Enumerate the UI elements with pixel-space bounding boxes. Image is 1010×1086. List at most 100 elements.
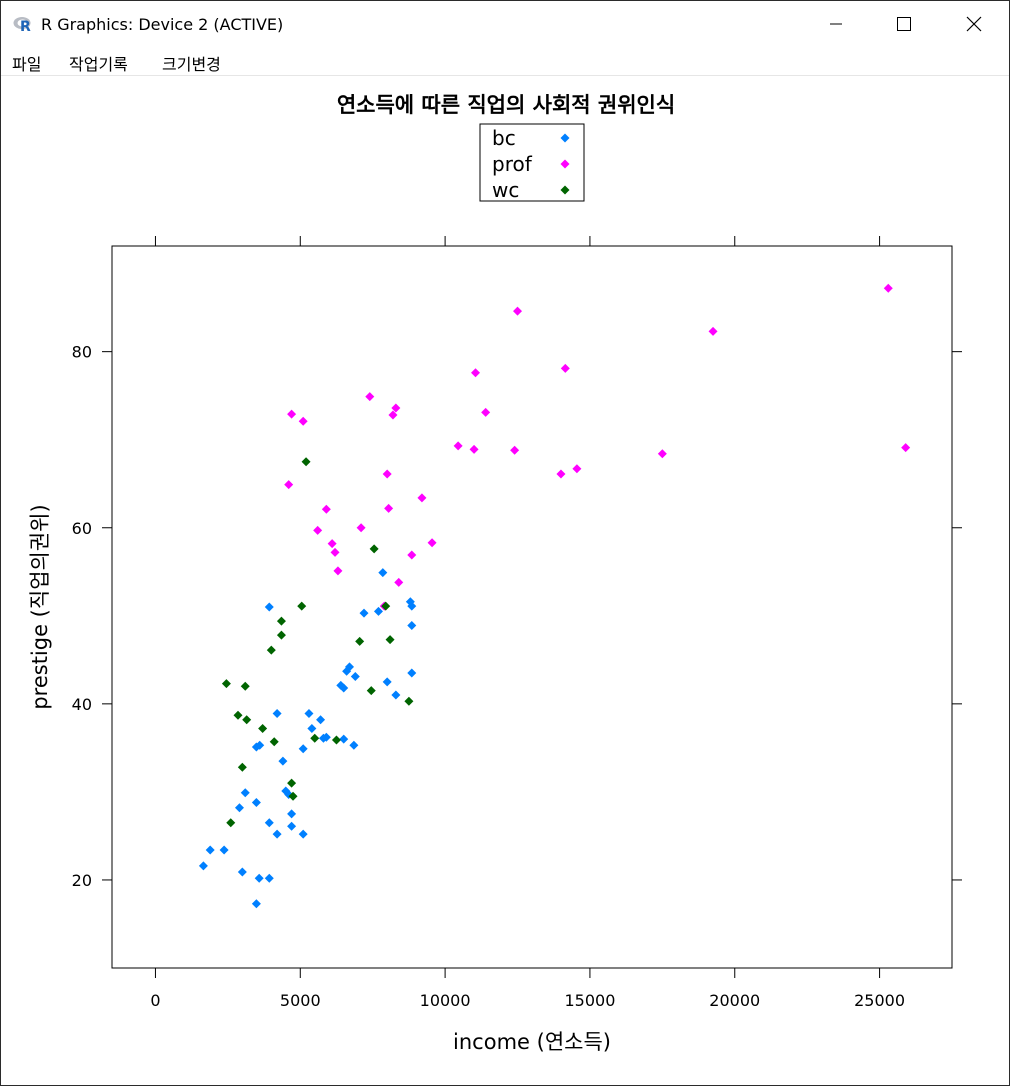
point-wc bbox=[276, 616, 286, 626]
point-prof bbox=[481, 407, 491, 417]
point-wc bbox=[276, 630, 286, 640]
point-bc bbox=[307, 724, 317, 734]
point-prof bbox=[284, 480, 294, 490]
y-tick-label: 80 bbox=[72, 343, 92, 362]
point-prof bbox=[560, 363, 570, 373]
point-bc bbox=[321, 732, 331, 742]
point-prof bbox=[391, 403, 401, 413]
menu-item-file[interactable]: 파일 bbox=[12, 55, 42, 74]
point-wc bbox=[269, 737, 279, 747]
point-prof bbox=[708, 326, 718, 336]
point-prof bbox=[394, 577, 404, 587]
point-bc bbox=[251, 797, 261, 807]
point-bc bbox=[304, 709, 314, 719]
point-bc bbox=[339, 734, 349, 744]
title-bar[interactable]: R R Graphics: Device 2 (ACTIVE) bbox=[1, 1, 1009, 47]
point-wc bbox=[266, 645, 276, 655]
point-wc bbox=[355, 636, 365, 646]
menu-item-history[interactable]: 작업기록 bbox=[69, 55, 128, 74]
chart-title: 연소득에 따른 직업의 사회적 권위인식 bbox=[337, 93, 675, 117]
y-tick-label: 40 bbox=[72, 695, 92, 714]
point-bc bbox=[205, 845, 215, 855]
point-wc bbox=[237, 762, 247, 772]
point-bc bbox=[219, 845, 229, 855]
point-wc bbox=[310, 733, 320, 743]
point-bc bbox=[316, 715, 326, 725]
point-bc bbox=[359, 608, 369, 618]
point-prof bbox=[427, 538, 437, 548]
point-prof bbox=[388, 410, 398, 420]
point-prof bbox=[313, 525, 323, 535]
point-bc bbox=[345, 662, 355, 672]
point-wc bbox=[233, 710, 243, 720]
point-prof bbox=[417, 493, 427, 503]
point-bc bbox=[264, 873, 274, 883]
maximize-icon bbox=[897, 17, 911, 31]
point-wc bbox=[385, 635, 395, 645]
point-bc bbox=[272, 829, 282, 839]
point-bc bbox=[382, 677, 392, 687]
point-prof bbox=[298, 416, 308, 426]
close-button[interactable] bbox=[951, 1, 997, 47]
point-prof bbox=[471, 368, 481, 378]
y-axis-label: prestige (직업의권위) bbox=[28, 504, 52, 709]
point-bc bbox=[234, 803, 244, 813]
point-prof bbox=[657, 449, 667, 459]
point-prof bbox=[407, 550, 417, 560]
plot-frame bbox=[111, 245, 953, 969]
point-prof bbox=[384, 503, 394, 513]
x-tick-label: 15000 bbox=[564, 991, 615, 1010]
point-bc bbox=[298, 744, 308, 754]
y-tick-label: 20 bbox=[72, 871, 92, 890]
point-wc bbox=[240, 681, 250, 691]
point-bc bbox=[264, 818, 274, 828]
point-bc bbox=[198, 861, 208, 871]
legend-label-wc: wc bbox=[492, 178, 519, 202]
point-wc bbox=[288, 791, 298, 801]
point-prof bbox=[321, 504, 331, 514]
close-icon bbox=[966, 16, 982, 32]
x-axis-label: income (연소득) bbox=[453, 1030, 611, 1054]
point-wc bbox=[221, 679, 231, 689]
point-bc bbox=[407, 668, 417, 678]
window-title: R Graphics: Device 2 (ACTIVE) bbox=[41, 15, 284, 34]
menu-bar: 파일 작업기록 크기변경 bbox=[1, 47, 1009, 76]
point-wc bbox=[287, 778, 297, 788]
point-bc bbox=[407, 620, 417, 630]
point-bc bbox=[349, 740, 359, 750]
y-tick-label: 60 bbox=[72, 519, 92, 538]
data-points bbox=[198, 283, 911, 909]
x-tick-label: 25000 bbox=[854, 991, 905, 1010]
point-wc bbox=[258, 724, 268, 734]
minimize-icon bbox=[830, 23, 842, 25]
point-wc bbox=[366, 686, 376, 696]
x-tick-label: 10000 bbox=[420, 991, 471, 1010]
legend-marker-prof bbox=[560, 159, 570, 169]
point-bc bbox=[391, 690, 401, 700]
x-tick-label: 5000 bbox=[280, 991, 321, 1010]
point-prof bbox=[572, 464, 582, 474]
point-prof bbox=[901, 443, 911, 453]
menu-item-resize[interactable]: 크기변경 bbox=[162, 55, 221, 74]
point-prof bbox=[287, 409, 297, 419]
axes: 0 5000 10000 15000 20000 25000 20 40 60 80 bbox=[72, 236, 962, 1010]
point-wc bbox=[404, 696, 414, 706]
point-prof bbox=[382, 469, 392, 479]
minimize-button[interactable] bbox=[813, 1, 859, 47]
point-prof bbox=[330, 547, 340, 557]
legend-label-bc: bc bbox=[492, 126, 516, 150]
point-bc bbox=[339, 683, 349, 693]
point-wc bbox=[297, 601, 307, 611]
point-wc bbox=[369, 544, 379, 554]
x-tick-label: 0 bbox=[150, 991, 160, 1010]
point-wc bbox=[331, 735, 341, 745]
point-bc bbox=[407, 601, 417, 611]
point-prof bbox=[453, 441, 463, 451]
point-bc bbox=[272, 709, 282, 719]
point-wc bbox=[226, 818, 236, 828]
maximize-button[interactable] bbox=[881, 1, 927, 47]
point-bc bbox=[251, 899, 261, 909]
